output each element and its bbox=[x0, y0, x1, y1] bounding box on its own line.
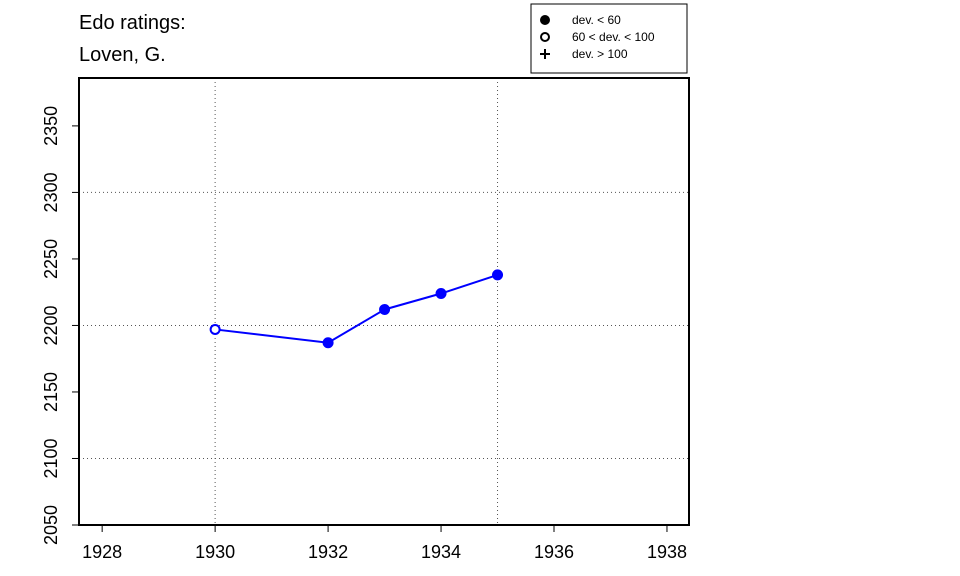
legend-label: dev. < 60 bbox=[572, 13, 621, 27]
y-tick-label: 2150 bbox=[41, 372, 61, 412]
data-point bbox=[492, 269, 504, 281]
legend-label: dev. > 100 bbox=[572, 47, 628, 61]
chart-title: Edo ratings: bbox=[79, 12, 186, 34]
x-tick-label: 1928 bbox=[82, 542, 122, 562]
x-tick-label: 1930 bbox=[195, 542, 235, 562]
legend-label: 60 < dev. < 100 bbox=[572, 30, 655, 44]
series-line bbox=[215, 273, 498, 344]
legend-box bbox=[530, 3, 688, 74]
y-tick-label: 2200 bbox=[41, 305, 61, 345]
x-tick-label: 1938 bbox=[647, 542, 687, 562]
legend-symbol bbox=[540, 32, 550, 42]
x-tick-label: 1936 bbox=[534, 542, 574, 562]
legend-symbol bbox=[540, 49, 550, 59]
data-point bbox=[435, 288, 447, 300]
data-point bbox=[379, 303, 391, 315]
y-tick-label: 2350 bbox=[41, 106, 61, 146]
y-tick-label: 2300 bbox=[41, 172, 61, 212]
y-tick-label: 2250 bbox=[41, 239, 61, 279]
data-point bbox=[322, 337, 334, 349]
y-tick-label: 2100 bbox=[41, 438, 61, 478]
x-tick-label: 1934 bbox=[421, 542, 461, 562]
plot-frame bbox=[78, 77, 690, 526]
chart-subtitle: Loven, G. bbox=[79, 44, 166, 66]
x-tick-label: 1932 bbox=[308, 542, 348, 562]
legend-symbol bbox=[540, 15, 550, 25]
data-point bbox=[209, 323, 221, 335]
y-tick-label: 2050 bbox=[41, 505, 61, 545]
